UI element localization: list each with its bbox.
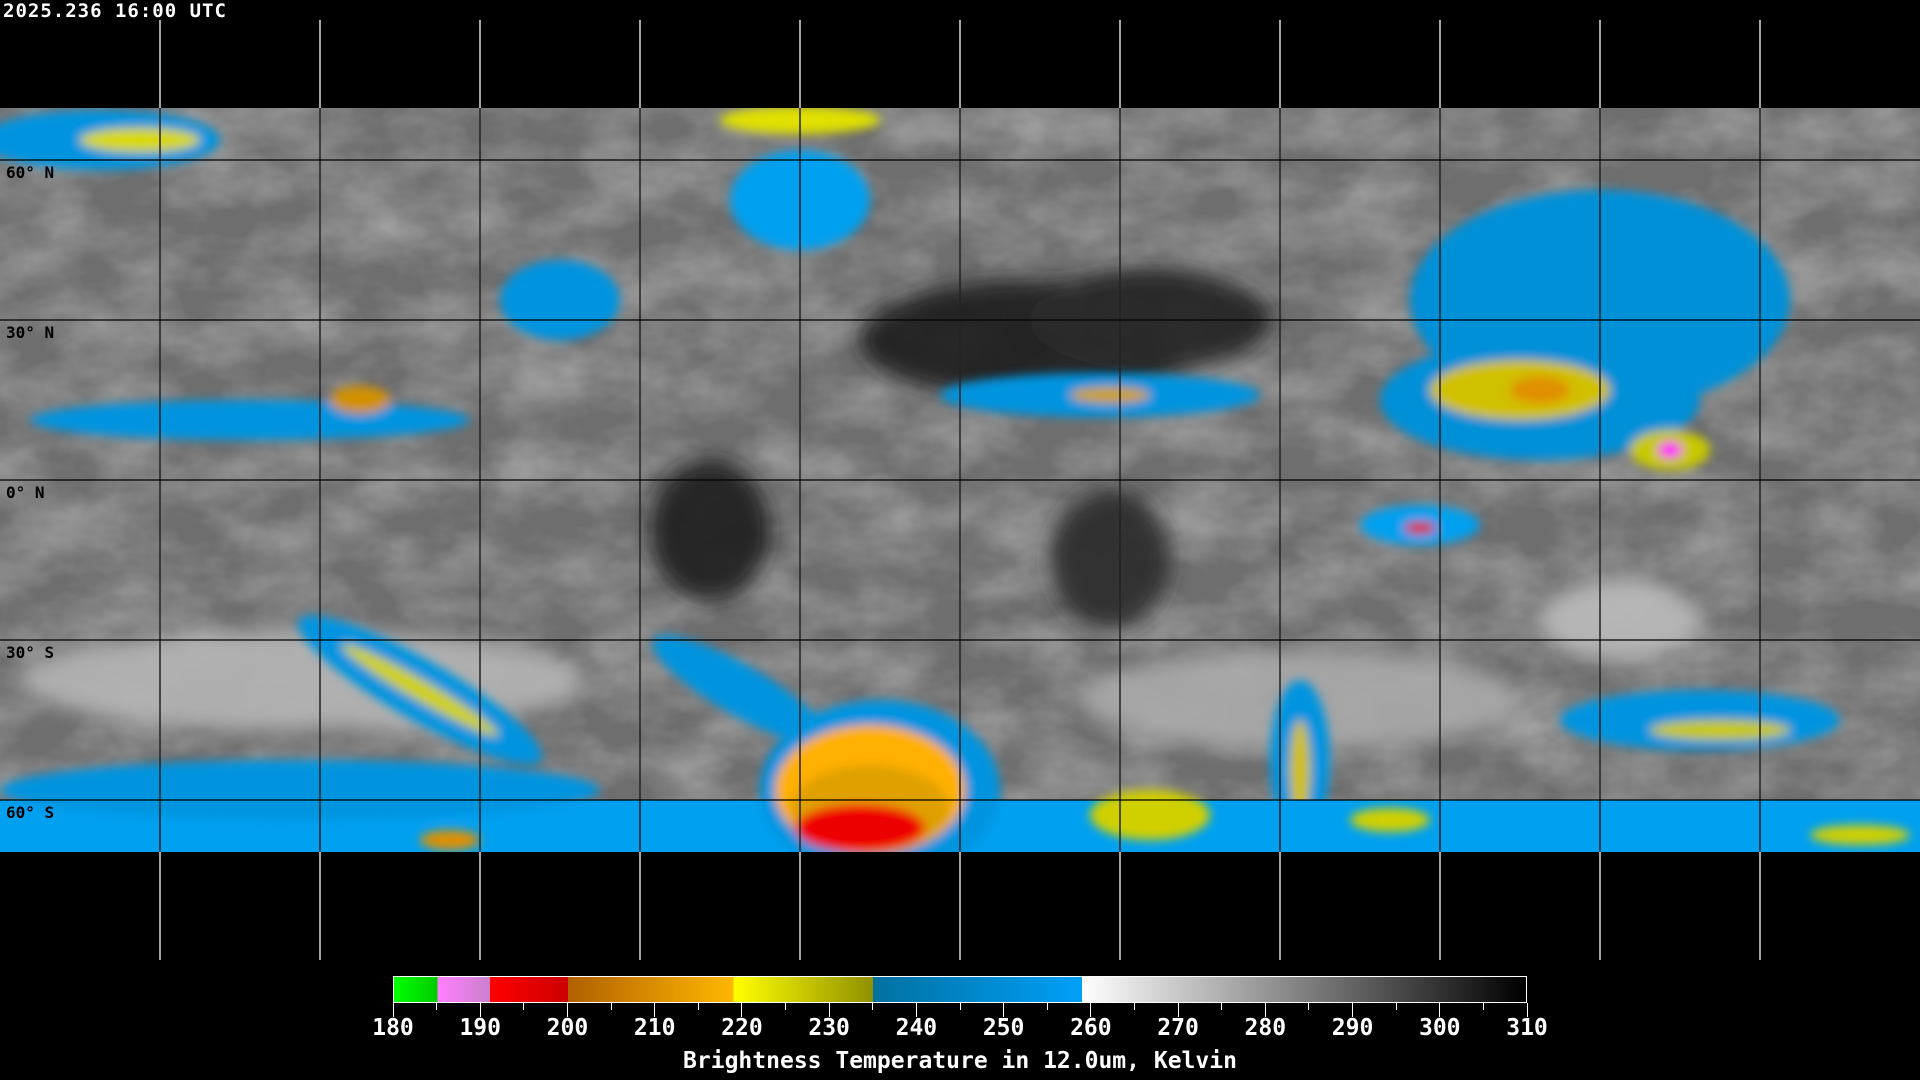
colorbar-ticks: 180 190 200 210 220 230 240 250 260 270 280 290 300 3… (0, 1003, 1920, 1043)
colorbar-tick (959, 1003, 961, 1010)
colorbar-tick-label: 310 (1506, 1015, 1548, 1041)
colorbar-tick (1003, 1003, 1005, 1017)
colorbar-tick-label: 300 (1418, 1015, 1461, 1041)
colorbar-tick-label: 280 (1244, 1015, 1287, 1041)
colorbar-tick (1090, 1003, 1092, 1017)
lat-lon-gridlines (0, 20, 1920, 960)
colorbar-tick (1526, 1003, 1528, 1017)
colorbar-tick (697, 1003, 699, 1010)
colorbar-tick (828, 1003, 830, 1017)
colorbar-tick (1177, 1003, 1179, 1017)
colorbar-tick (436, 1003, 438, 1010)
colorbar-tick (785, 1003, 787, 1010)
colorbar-tick (915, 1003, 917, 1017)
colorbar-tick-label: 230 (808, 1015, 850, 1041)
lat-label: 30° N (6, 323, 55, 342)
colorbar-tick-label: 210 (633, 1015, 676, 1041)
colorbar-tick-label: 290 (1331, 1015, 1374, 1041)
colorbar-tick (1133, 1003, 1135, 1010)
colorbar-tick (1046, 1003, 1048, 1010)
colorbar (393, 976, 1527, 1003)
colorbar-tick-label: 220 (721, 1015, 763, 1041)
colorbar-tick (1395, 1003, 1397, 1010)
colorbar-tick (741, 1003, 743, 1017)
lat-label: 30° S (6, 643, 55, 662)
colorbar-tick (1482, 1003, 1484, 1010)
colorbar-title: Brightness Temperature in 12.0um, Kelvin (683, 1048, 1237, 1074)
colorbar-tick (1439, 1003, 1441, 1017)
lat-label: 0° N (6, 483, 45, 502)
colorbar-tick (566, 1003, 568, 1017)
colorbar-tick (392, 1003, 394, 1017)
colorbar-tick (1352, 1003, 1354, 1017)
colorbar-tick-label: 180 (372, 1015, 414, 1041)
colorbar-tick (1221, 1003, 1223, 1010)
colorbar-tick (654, 1003, 656, 1017)
timestamp-title: 2025.236 16:00 UTC (3, 0, 227, 22)
colorbar-tick (872, 1003, 874, 1010)
colorbar-tick-label: 200 (546, 1015, 589, 1041)
colorbar-tick-label: 270 (1157, 1015, 1199, 1041)
colorbar-tick (610, 1003, 612, 1010)
satellite-map (0, 20, 1920, 960)
colorbar-tick (1308, 1003, 1310, 1010)
colorbar-tick-label: 190 (459, 1015, 501, 1041)
colorbar-tick-label: 250 (982, 1015, 1025, 1041)
colorbar-tick (1264, 1003, 1266, 1017)
colorbar-tick (479, 1003, 481, 1017)
colorbar-tick-label: 260 (1070, 1015, 1112, 1041)
lat-label: 60° S (6, 803, 55, 822)
colorbar-tick-label: 240 (895, 1015, 938, 1041)
colorbar-tick (523, 1003, 525, 1010)
lat-label: 60° N (6, 163, 55, 182)
